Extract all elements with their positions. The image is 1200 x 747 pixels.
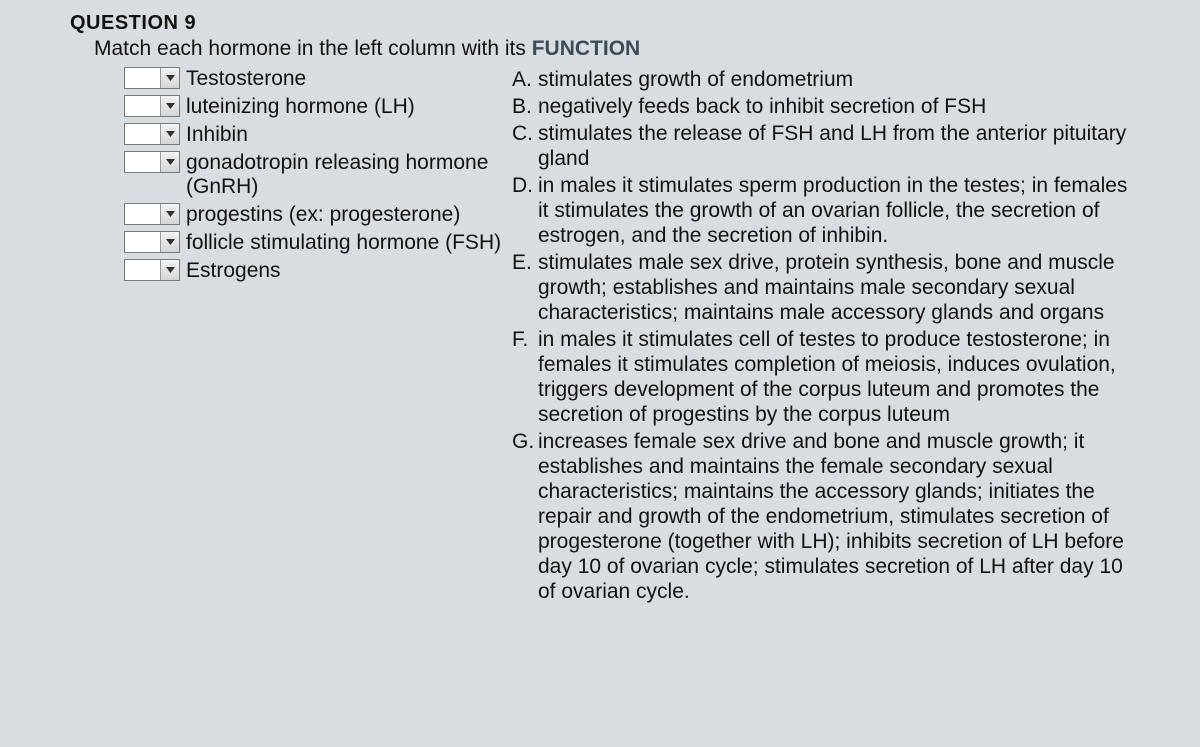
select-field[interactable]: [125, 204, 160, 224]
hormone-label: progestins (ex: progesterone): [186, 203, 460, 227]
answer-text: stimulates growth of endometrium: [538, 67, 1142, 92]
answer-option: F. in males it stimulates cell of testes…: [512, 327, 1142, 427]
chevron-down-icon[interactable]: [160, 260, 179, 280]
answer-option: A. stimulates growth of endometrium: [512, 67, 1142, 92]
hormone-select[interactable]: [124, 151, 180, 173]
select-field[interactable]: [125, 152, 160, 172]
hormone-row: gonadotropin releasing hormone (GnRH): [124, 151, 512, 199]
hormone-select[interactable]: [124, 259, 180, 281]
answer-option: E. stimulates male sex drive, protein sy…: [512, 250, 1142, 325]
select-field[interactable]: [125, 68, 160, 88]
answer-text: in males it stimulates sperm production …: [538, 173, 1142, 248]
question-stem-keyword: FUNCTION: [532, 37, 641, 60]
answer-option: G. increases female sex drive and bone a…: [512, 429, 1142, 604]
answer-column: A. stimulates growth of endometrium B. n…: [512, 67, 1182, 606]
matching-columns: Testosterone luteinizing hormone (LH): [124, 67, 1182, 606]
chevron-down-icon[interactable]: [160, 68, 179, 88]
hormone-select[interactable]: [124, 231, 180, 253]
chevron-down-icon[interactable]: [160, 204, 179, 224]
hormone-label: luteinizing hormone (LH): [186, 95, 415, 119]
hormone-row: progestins (ex: progesterone): [124, 203, 512, 227]
answer-text: stimulates male sex drive, protein synth…: [538, 250, 1142, 325]
hormone-label: Estrogens: [186, 259, 281, 283]
answer-option: B. negatively feeds back to inhibit secr…: [512, 94, 1142, 119]
question-stem: Match each hormone in the left column wi…: [94, 37, 1182, 61]
answer-option: D. in males it stimulates sperm producti…: [512, 173, 1142, 248]
answer-text: stimulates the release of FSH and LH fro…: [538, 121, 1142, 171]
select-field[interactable]: [125, 96, 160, 116]
hormone-select[interactable]: [124, 123, 180, 145]
chevron-down-icon[interactable]: [160, 96, 179, 116]
chevron-down-icon[interactable]: [160, 124, 179, 144]
hormone-row: follicle stimulating hormone (FSH): [124, 231, 512, 255]
chevron-down-icon[interactable]: [160, 232, 179, 252]
answer-text: increases female sex drive and bone and …: [538, 429, 1142, 604]
question-stem-prefix: Match each hormone in the left column wi…: [94, 37, 532, 60]
answer-letter: B.: [512, 94, 538, 119]
hormone-label: follicle stimulating hormone (FSH): [186, 231, 501, 255]
hormone-label: gonadotropin releasing hormone (GnRH): [186, 151, 512, 199]
select-field[interactable]: [125, 124, 160, 144]
hormone-row: Inhibin: [124, 123, 512, 147]
hormone-select[interactable]: [124, 67, 180, 89]
answer-letter: G.: [512, 429, 538, 604]
answer-letter: A.: [512, 67, 538, 92]
hormone-select[interactable]: [124, 95, 180, 117]
hormone-label: Testosterone: [186, 67, 306, 91]
answer-letter: D.: [512, 173, 538, 248]
hormone-row: Testosterone: [124, 67, 512, 91]
select-field[interactable]: [125, 260, 160, 280]
hormone-column: Testosterone luteinizing hormone (LH): [124, 67, 512, 606]
hormone-row: Estrogens: [124, 259, 512, 283]
hormone-row: luteinizing hormone (LH): [124, 95, 512, 119]
select-field[interactable]: [125, 232, 160, 252]
answer-letter: E.: [512, 250, 538, 325]
answer-letter: C.: [512, 121, 538, 171]
hormone-label: Inhibin: [186, 123, 248, 147]
answer-text: negatively feeds back to inhibit secreti…: [538, 94, 1142, 119]
question-block: QUESTION 9 Match each hormone in the lef…: [0, 0, 1200, 606]
answer-option: C. stimulates the release of FSH and LH …: [512, 121, 1142, 171]
hormone-select[interactable]: [124, 203, 180, 225]
answer-text: in males it stimulates cell of testes to…: [538, 327, 1142, 427]
chevron-down-icon[interactable]: [160, 152, 179, 172]
question-title: QUESTION 9: [70, 12, 1182, 35]
answer-letter: F.: [512, 327, 538, 427]
